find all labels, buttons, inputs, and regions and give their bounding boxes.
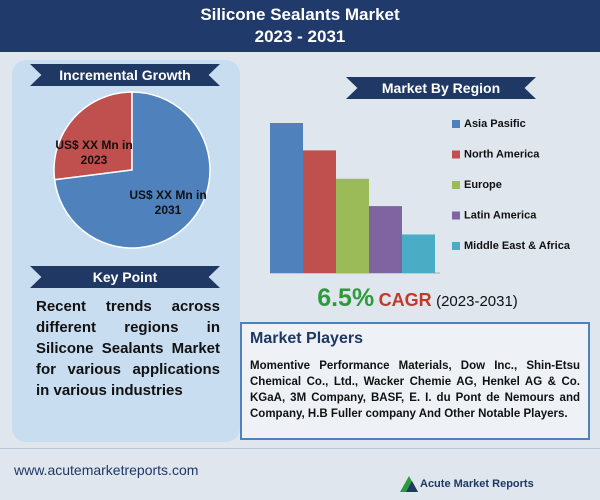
- logo-text: Acute Market Reports: [420, 478, 534, 490]
- legend-label: Middle East & Africa: [464, 240, 571, 252]
- legend-swatch: [452, 120, 460, 128]
- title-line: Silicone Sealants Market: [200, 5, 400, 24]
- legend-label: Europe: [464, 179, 502, 191]
- legend-swatch: [452, 181, 460, 189]
- pie-chart: [53, 91, 211, 249]
- cagr-label: CAGR: [378, 290, 432, 310]
- key-point-text: Recent trends across different regions i…: [36, 298, 220, 399]
- players-text: Momentive Performance Materials, Dow Inc…: [250, 360, 580, 420]
- website: www.acutemarketreports.com: [14, 462, 199, 478]
- pie-label: US$ XX Mn in 2023: [55, 138, 133, 167]
- bar: [402, 234, 435, 273]
- title-line: 2023 - 2031: [254, 27, 346, 46]
- logo-icon: [400, 476, 418, 492]
- pie-slice: [53, 91, 133, 181]
- cagr: 6.5% CAGR (2023-2031): [245, 284, 590, 313]
- header: Silicone Sealants Market 2023 - 2031: [0, 0, 600, 52]
- cagr-value: 6.5%: [317, 284, 375, 312]
- section-ribbon: Key Point: [30, 266, 220, 288]
- legend-swatch: [452, 242, 460, 250]
- legend-label: Asia Pasific: [464, 118, 526, 130]
- legend-label: Latin America: [464, 209, 537, 221]
- legend-swatch: [452, 150, 460, 159]
- section-ribbon: Incremental Growth: [30, 64, 220, 86]
- bar-chart: Asia Pasific North America Europe Latin Ame…: [270, 118, 571, 274]
- cagr-period: (2023-2031): [436, 293, 518, 310]
- section-ribbon: Market By Region: [346, 77, 536, 99]
- bar: [270, 123, 303, 273]
- players-title: Market Players: [250, 330, 363, 347]
- bar: [303, 150, 336, 273]
- pie-label: US$ XX Mn in 2031: [129, 188, 207, 217]
- bar: [369, 206, 402, 273]
- pie-slice: [53, 91, 211, 249]
- footer: [0, 448, 600, 500]
- bar: [336, 178, 369, 273]
- legend-label: North America: [464, 148, 540, 160]
- market-players: Market Players Momentive Performance Mat…: [240, 322, 590, 440]
- legend-swatch: [452, 211, 460, 220]
